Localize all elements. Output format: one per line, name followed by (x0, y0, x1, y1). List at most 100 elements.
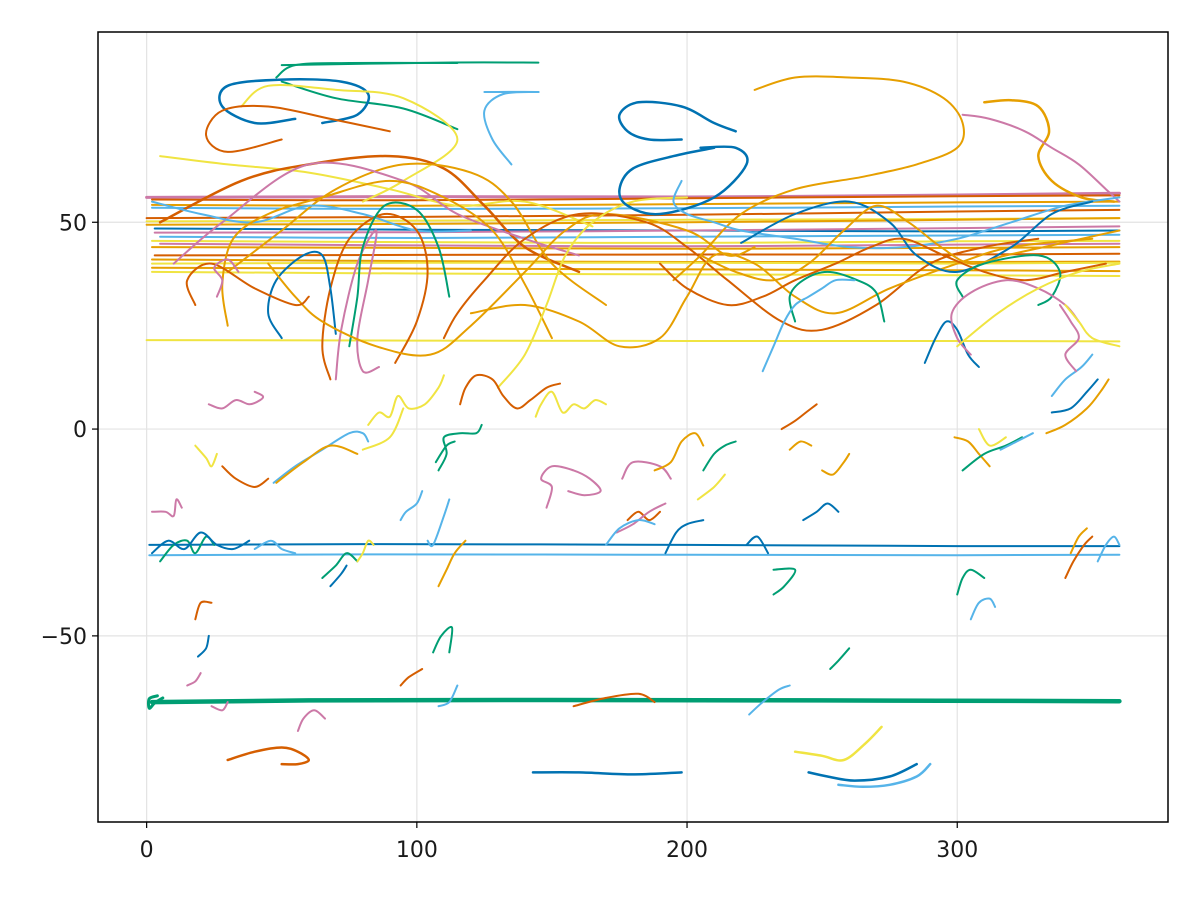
series-line-47 (617, 100, 737, 142)
series-line-107 (956, 568, 986, 596)
series-line-54 (699, 204, 1121, 282)
series-line-66 (367, 374, 445, 426)
series-line-108 (969, 597, 997, 621)
series-line-72 (272, 430, 370, 484)
series-line-16 (151, 239, 1121, 244)
series-line-40 (267, 250, 337, 340)
series-line-14 (153, 225, 1121, 234)
series-line-78 (426, 498, 451, 548)
series-line-71 (434, 440, 456, 464)
series-line-74 (221, 465, 270, 488)
y-tick-label: −50 (41, 625, 87, 650)
series-line-30 (483, 90, 540, 166)
series-line-69 (534, 390, 607, 418)
series-line-31 (159, 155, 594, 228)
series-line-116 (186, 672, 202, 687)
series-line-42 (185, 262, 310, 307)
x-tick-label: 200 (666, 838, 708, 863)
series-line-122 (829, 647, 851, 670)
series-line-46 (618, 145, 749, 216)
series-line-117 (210, 701, 229, 712)
series-line-22 (151, 266, 1121, 273)
series-line-73 (275, 444, 359, 484)
series-line-103 (329, 564, 348, 588)
series-line-37 (321, 212, 429, 381)
series-line-38 (334, 229, 380, 381)
series-line-120 (296, 709, 326, 732)
series-line-21 (151, 261, 1121, 265)
series-line-75 (194, 444, 218, 468)
series-line-70 (437, 423, 483, 472)
series-line-77 (399, 490, 424, 522)
series-line-86 (696, 473, 726, 501)
series-line-121 (748, 684, 791, 716)
series-line-43 (442, 212, 1040, 340)
series-line-56 (955, 254, 1062, 306)
series-line-82 (615, 502, 667, 534)
series-line-63 (1058, 304, 1080, 373)
series-line-88 (780, 403, 818, 431)
series-line-10 (145, 208, 1121, 220)
series-line-127 (837, 762, 932, 789)
series-line-15 (159, 233, 1121, 239)
series-line-60 (956, 262, 1121, 348)
series-line-87 (702, 440, 737, 472)
series-line-101 (253, 539, 297, 555)
series-line-27 (218, 78, 371, 125)
series-line-111 (1096, 535, 1121, 563)
x-tick-label: 300 (936, 838, 978, 863)
series-line-51 (672, 179, 1121, 250)
series-line-59 (761, 278, 856, 373)
series-line-96 (999, 432, 1034, 451)
series-line-110 (1069, 527, 1088, 555)
series-line-95 (977, 428, 1007, 447)
series-line-17 (159, 242, 1121, 248)
series-line-109 (1064, 535, 1094, 579)
series-line-4 (148, 553, 1121, 557)
series-line-55 (788, 270, 886, 323)
axis-ticks: 0 100 200 300 −50 0 50 (41, 211, 979, 863)
series-line-33 (226, 162, 607, 306)
series-line-41 (267, 213, 756, 357)
x-tick-label: 0 (140, 838, 154, 863)
series-line-93 (953, 436, 991, 468)
series-line-83 (605, 519, 656, 546)
series-line-94 (961, 436, 1024, 472)
series-line-58 (950, 279, 1080, 356)
series-line-68 (459, 373, 561, 410)
series-line-97 (1045, 378, 1110, 435)
series-line-118 (437, 684, 459, 708)
series-line-89 (788, 440, 813, 451)
series-line-44 (469, 237, 1094, 349)
series-line-9 (151, 204, 1121, 211)
series-line-25 (280, 80, 459, 131)
series-line-39 (348, 201, 451, 348)
series-line-2 (146, 694, 165, 710)
series-line-90 (821, 452, 851, 476)
series-line-64 (207, 390, 265, 410)
series-line-112 (194, 600, 213, 621)
series-line-79 (540, 464, 602, 509)
series-line-12 (145, 217, 1121, 226)
series-line-62 (1050, 353, 1094, 397)
series-line-119 (572, 692, 656, 708)
series-line-85 (653, 432, 705, 472)
series-line-76 (151, 498, 183, 518)
series-line-49 (983, 98, 1116, 203)
series-line-65 (213, 258, 240, 298)
series-line-115 (399, 668, 424, 687)
series-line-29 (205, 104, 391, 153)
series-line-45 (496, 196, 688, 389)
series-line-67 (361, 407, 405, 451)
series-line-61 (1064, 304, 1121, 348)
series-line-34 (172, 161, 580, 265)
series-line-50 (961, 113, 1121, 203)
series-line-113 (197, 634, 210, 658)
series-line-48 (672, 75, 965, 282)
series-line-5 (145, 339, 1121, 343)
series-line-52 (740, 200, 1094, 273)
plot-frame (97, 31, 1169, 823)
